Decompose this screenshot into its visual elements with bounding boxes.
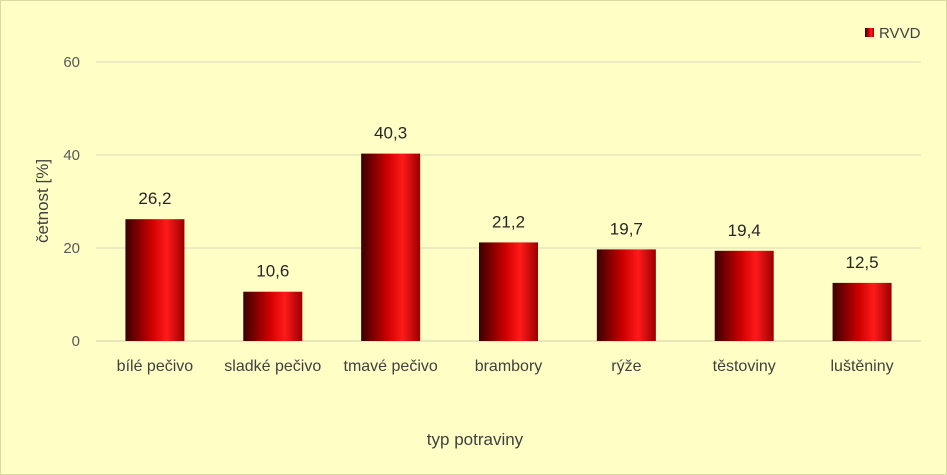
legend: RVVD bbox=[865, 25, 921, 42]
bars bbox=[125, 154, 891, 341]
bar bbox=[597, 249, 656, 341]
bar bbox=[479, 242, 538, 341]
category-label: těstoviny bbox=[713, 358, 776, 375]
bar bbox=[125, 219, 184, 341]
category-label: bílé pečivo bbox=[117, 358, 194, 375]
bar bbox=[243, 292, 302, 341]
legend-label: RVVD bbox=[879, 25, 921, 42]
category-labels: bílé pečivo sladké pečivo tmavé pečivo bram… bbox=[117, 358, 894, 375]
data-label: 19,7 bbox=[610, 219, 643, 238]
y-tick-label: 0 bbox=[72, 333, 80, 350]
y-axis-title: četnost [%] bbox=[33, 159, 52, 243]
x-axis-title: typ potraviny bbox=[427, 430, 524, 449]
category-label: tmavé pečivo bbox=[344, 358, 438, 375]
data-label: 21,2 bbox=[492, 212, 525, 231]
y-tick-labels: 0 20 40 60 bbox=[63, 54, 80, 350]
data-label: 10,6 bbox=[256, 262, 289, 281]
legend-swatch bbox=[865, 28, 874, 37]
bar bbox=[715, 251, 774, 341]
data-label: 40,3 bbox=[374, 124, 407, 143]
data-label: 12,5 bbox=[846, 253, 879, 272]
bar bbox=[833, 283, 892, 341]
y-tick-label: 40 bbox=[63, 147, 80, 164]
category-label: rýže bbox=[611, 358, 641, 375]
category-label: brambory bbox=[475, 358, 543, 375]
data-label: 19,4 bbox=[728, 221, 761, 240]
category-label: luštěniny bbox=[830, 358, 893, 375]
y-tick-label: 20 bbox=[63, 240, 80, 257]
y-tick-label: 60 bbox=[63, 54, 80, 71]
data-label: 26,2 bbox=[138, 189, 171, 208]
category-label: sladké pečivo bbox=[224, 358, 321, 375]
bar bbox=[361, 154, 420, 341]
